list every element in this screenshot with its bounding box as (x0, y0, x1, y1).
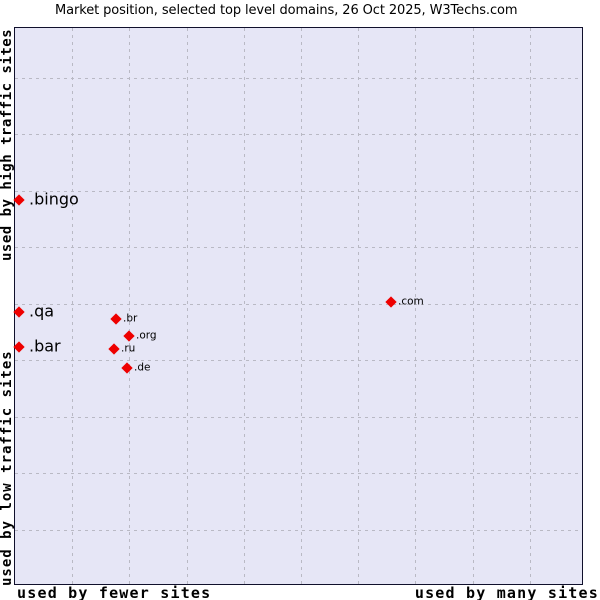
point-label: .org (136, 329, 157, 342)
point-label: .bingo (29, 189, 79, 209)
y-axis-label-low-traffic: used by low traffic sites (0, 350, 15, 586)
x-axis-label-fewer-sites: used by fewer sites (17, 584, 212, 600)
diamond-marker-icon (121, 362, 133, 374)
point-label: .com (398, 295, 424, 308)
diamond-marker-icon (123, 330, 135, 342)
diamond-marker-icon (13, 194, 25, 206)
diamond-marker-icon (108, 343, 120, 355)
diamond-marker-icon (385, 296, 397, 308)
diamond-marker-icon (13, 306, 25, 318)
diamond-marker-icon (13, 341, 25, 353)
diamond-marker-icon (110, 313, 122, 325)
plot-area: .bingo .qa .bar .br .org .ru .de .com (13, 27, 583, 585)
point-label: .de (134, 361, 151, 374)
point-label: .bar (29, 336, 61, 356)
point-label: .qa (29, 301, 55, 321)
point-label: .ru (121, 342, 136, 355)
x-axis-label-many-sites: used by many sites (414, 584, 599, 600)
point-label: .br (123, 312, 138, 325)
grid-lines (15, 28, 582, 584)
chart-title: Market position, selected top level doma… (55, 3, 518, 18)
y-axis-label-high-traffic: used by high traffic sites (0, 28, 15, 261)
points-layer: .bingo .qa .bar .br .org .ru .de .com (13, 28, 582, 584)
